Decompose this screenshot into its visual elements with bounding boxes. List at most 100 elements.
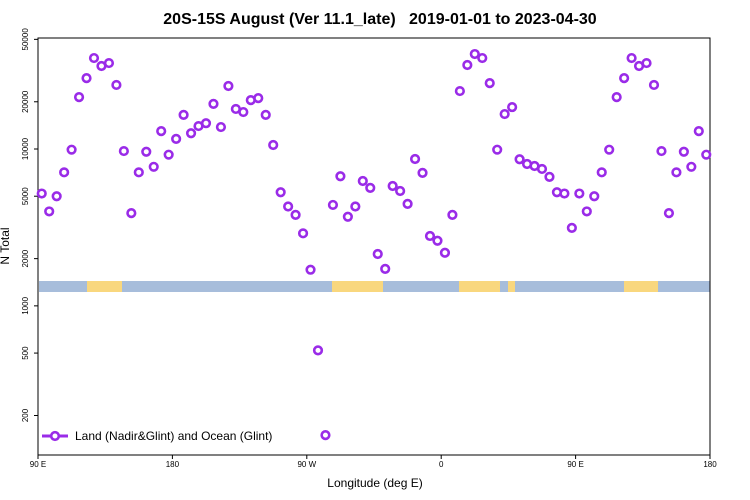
data-point (118, 145, 129, 157)
data-point (59, 167, 70, 178)
data-point (641, 57, 652, 69)
data-point (626, 52, 637, 64)
data-point (297, 228, 309, 239)
x-axis-label: Longitude (deg E) (327, 476, 422, 490)
data-point (290, 209, 301, 221)
data-point (178, 109, 189, 120)
data-point (357, 175, 368, 187)
x-tick-label: 90 W (297, 460, 316, 469)
data-point (103, 57, 115, 69)
data-point (327, 199, 339, 211)
x-tick-label: 90 E (567, 460, 583, 469)
land-band (459, 281, 500, 292)
data-point (589, 191, 600, 202)
y-tick-label: 20000 (21, 90, 30, 113)
data-point (350, 201, 361, 212)
data-point (469, 48, 480, 60)
land-band (87, 281, 122, 292)
data-point (380, 263, 391, 275)
data-point (88, 52, 100, 64)
data-point (484, 78, 495, 89)
data-point (686, 161, 697, 172)
data-point (126, 208, 137, 219)
data-point (693, 126, 704, 137)
data-point (596, 167, 607, 178)
data-point (544, 171, 555, 182)
data-point (432, 235, 443, 246)
data-point (163, 149, 174, 160)
data-point (507, 101, 518, 113)
data-point (156, 126, 167, 137)
data-point (701, 149, 712, 160)
y-tick-label: 5000 (21, 187, 30, 205)
legend-label: Land (Nadir&Glint) and Ocean (Glint) (75, 429, 272, 443)
data-point (402, 198, 413, 209)
data-point (566, 222, 577, 234)
y-tick-label: 10000 (21, 137, 30, 160)
land-band (332, 281, 383, 292)
data-point (185, 128, 197, 139)
data-point (238, 106, 249, 118)
data-point (536, 163, 548, 175)
data-point (648, 79, 660, 91)
data-point (133, 167, 144, 178)
data-point (335, 171, 346, 182)
data-point (111, 79, 122, 91)
data-point (581, 206, 592, 217)
x-tick-label: 90 E (30, 460, 46, 469)
data-point (253, 93, 264, 104)
data-point (604, 144, 615, 155)
data-point (208, 98, 219, 109)
data-point (447, 209, 458, 221)
x-tick-label: 180 (703, 460, 717, 469)
data-point (36, 188, 47, 199)
legend-marker (49, 430, 61, 442)
data-point (454, 85, 465, 97)
data-point (223, 80, 234, 92)
data-point (365, 182, 376, 193)
data-point (81, 73, 92, 84)
land-band (508, 281, 515, 292)
chart-title: 20S-15S August (Ver 11.1_late) 2019-01-0… (163, 11, 597, 28)
data-point (492, 144, 503, 155)
data-point (678, 146, 689, 157)
data-point (215, 121, 227, 133)
data-point (559, 188, 570, 199)
data-point (372, 248, 383, 260)
data-point (387, 180, 398, 192)
data-point (409, 153, 421, 165)
y-tick-label: 1000 (21, 296, 30, 314)
data-point (51, 191, 62, 202)
data-point (499, 108, 510, 120)
data-point (320, 429, 331, 441)
y-tick-label: 200 (21, 408, 30, 422)
data-point (342, 211, 353, 222)
land-mask (39, 281, 710, 292)
data-point (312, 345, 324, 356)
data-point (148, 161, 159, 172)
data-point (417, 167, 428, 179)
data-point (619, 73, 630, 84)
data-point (477, 52, 488, 64)
x-tick-label: 0 (439, 460, 444, 469)
data-point (200, 118, 212, 129)
plot-frame (37, 37, 711, 456)
data-point (283, 201, 294, 212)
data-point (462, 59, 473, 71)
y-tick-label: 50000 (21, 28, 30, 51)
data-point (439, 247, 451, 258)
data-point (44, 206, 55, 217)
legend: Land (Nadir&Glint) and Ocean (Glint) (42, 429, 272, 443)
data-point (275, 187, 286, 198)
data-point (141, 146, 152, 157)
y-tick-label: 500 (21, 346, 30, 360)
data-point (574, 188, 585, 199)
data-point (514, 154, 525, 165)
data-point (395, 185, 406, 197)
data-point (424, 230, 436, 242)
y-axis-label: N Total (0, 227, 12, 264)
data-point (73, 92, 85, 103)
data-point (663, 208, 675, 219)
x-tick-label: 180 (166, 460, 180, 469)
